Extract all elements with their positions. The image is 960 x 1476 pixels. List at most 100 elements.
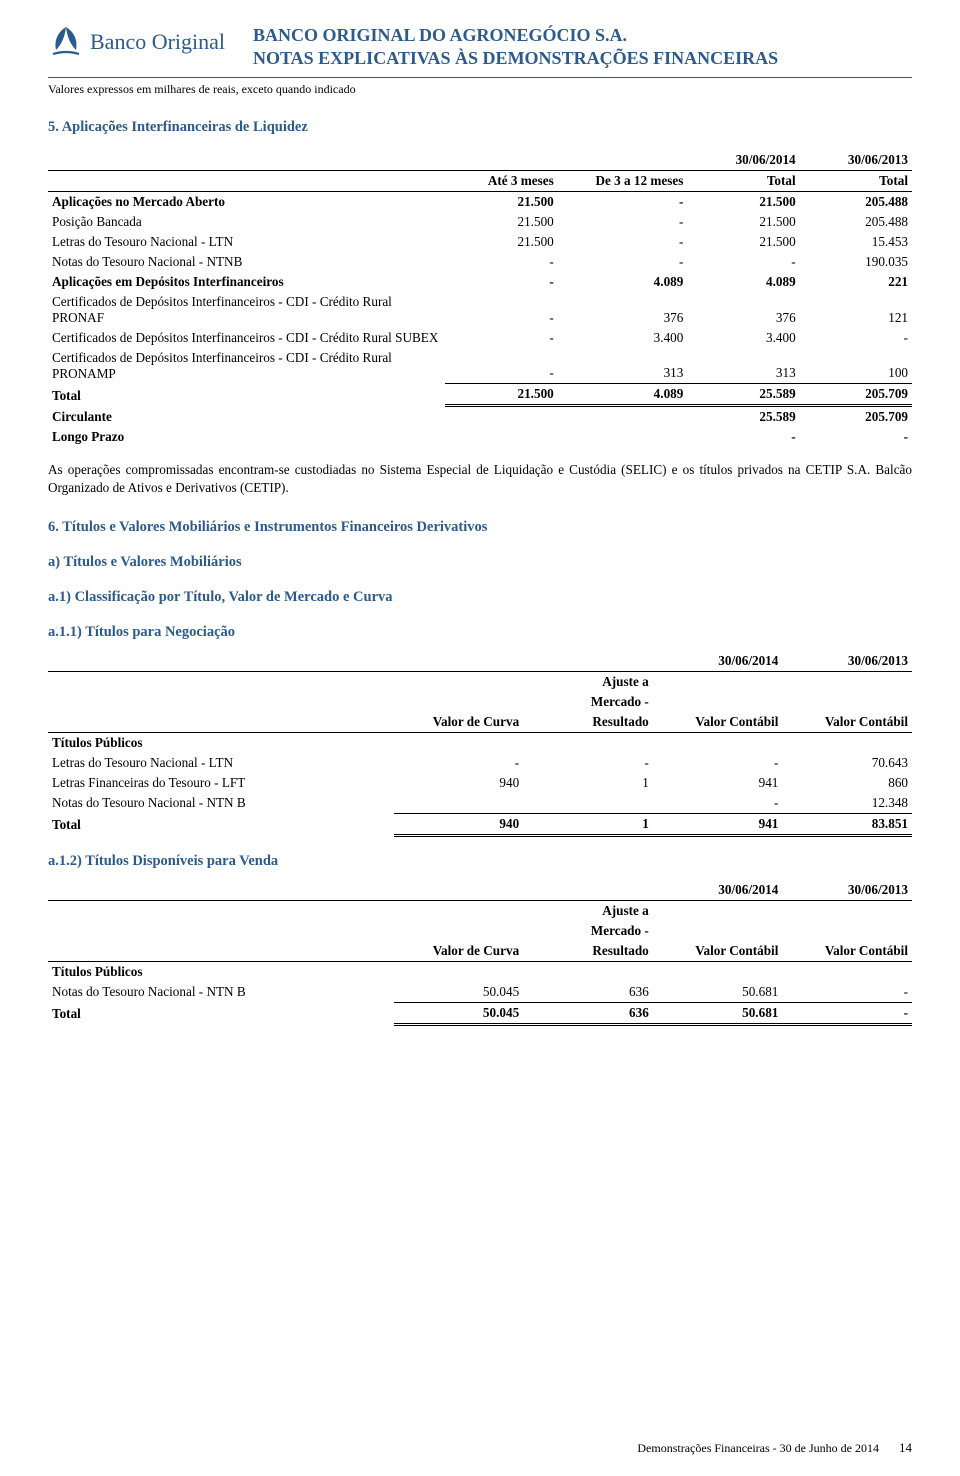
- cell: 941: [653, 773, 783, 793]
- row-label: Aplicações no Mercado Aberto: [48, 191, 445, 212]
- total-c2: 21.500: [445, 384, 557, 406]
- cell: 190.035: [800, 252, 912, 272]
- cell: 1: [523, 773, 653, 793]
- table-total-row: Total 21.500 4.089 25.589 205.709: [48, 384, 912, 406]
- col-ajuste-l1: Ajuste a: [523, 671, 653, 692]
- row-label: Posição Bancada: [48, 212, 445, 232]
- row-label: Certificados de Depósitos Interfinanceir…: [48, 328, 445, 348]
- cell: 3.400: [687, 328, 799, 348]
- page-header: Banco Original BANCO ORIGINAL DO AGRONEG…: [48, 24, 912, 78]
- table-head-row-2: Mercado -: [48, 921, 912, 941]
- header-title-2: NOTAS EXPLICATIVAS ÀS DEMONSTRAÇÕES FINA…: [253, 47, 778, 70]
- row-label: Aplicações em Depósitos Interfinanceiros: [48, 272, 445, 292]
- cell: -: [558, 191, 688, 212]
- total-c2: 50.045: [394, 1002, 524, 1024]
- cell: 21.500: [687, 212, 799, 232]
- cell: 205.488: [800, 212, 912, 232]
- total-c3: 1: [523, 813, 653, 835]
- table-row: Certificados de Depósitos Interfinanceir…: [48, 348, 912, 384]
- cell: 313: [558, 348, 688, 384]
- cell: -: [653, 753, 783, 773]
- cell: -: [445, 272, 557, 292]
- cell: [558, 406, 688, 428]
- table-head-row-2: Mercado -: [48, 692, 912, 712]
- group-label-row: Títulos Públicos: [48, 961, 912, 982]
- total-c4: 50.681: [653, 1002, 783, 1024]
- row-label: Notas do Tesouro Nacional - NTNB: [48, 252, 445, 272]
- total-c5: -: [782, 1002, 912, 1024]
- cell: [445, 427, 557, 447]
- cell: 21.500: [687, 232, 799, 252]
- col-ajuste-l3: Resultado: [523, 712, 653, 733]
- col-ajuste-l3: Resultado: [523, 941, 653, 962]
- table-head-row-3: Valor de Curva Resultado Valor Contábil …: [48, 941, 912, 962]
- cell: 100: [800, 348, 912, 384]
- table-row: Longo Prazo--: [48, 427, 912, 447]
- table-row: Letras do Tesouro Nacional - LTN21.500-2…: [48, 232, 912, 252]
- cell: 636: [523, 982, 653, 1003]
- period-right: 30/06/2013: [782, 651, 912, 672]
- period-left: 30/06/2014: [653, 880, 783, 901]
- cell: -: [558, 232, 688, 252]
- cell: 376: [558, 292, 688, 328]
- bank-logo-text: Banco Original: [90, 29, 225, 55]
- col-ajuste-l2: Mercado -: [523, 692, 653, 712]
- total-c5: 205.709: [800, 384, 912, 406]
- cell: 313: [687, 348, 799, 384]
- group-label: Títulos Públicos: [48, 732, 394, 753]
- cell: -: [800, 427, 912, 447]
- table-row: Notas do Tesouro Nacional - NTNB---190.0…: [48, 252, 912, 272]
- col-contabil-2: Valor Contábil: [782, 712, 912, 733]
- period-right: 30/06/2013: [782, 880, 912, 901]
- table-row: Letras do Tesouro Nacional - LTN---70.64…: [48, 753, 912, 773]
- section-6a12-heading: a.1.2) Títulos Disponíveis para Venda: [48, 853, 912, 870]
- section-5-heading: 5. Aplicações Interfinanceiras de Liquid…: [48, 119, 912, 136]
- table-period-row: 30/06/2014 30/06/2013: [48, 880, 912, 901]
- cell: [445, 406, 557, 428]
- total-c4: 941: [653, 813, 783, 835]
- cell: -: [445, 252, 557, 272]
- cell: -: [445, 292, 557, 328]
- table-head-row-1: Ajuste a: [48, 671, 912, 692]
- total-c3: 636: [523, 1002, 653, 1024]
- cell: -: [445, 328, 557, 348]
- row-label: Notas do Tesouro Nacional - NTN B: [48, 982, 394, 1003]
- total-c3: 4.089: [558, 384, 688, 406]
- total-c4: 25.589: [687, 384, 799, 406]
- cell: 50.045: [394, 982, 524, 1003]
- table-head-row-1: Ajuste a: [48, 900, 912, 921]
- cell: [523, 793, 653, 814]
- cell: -: [687, 427, 799, 447]
- page-number: 14: [899, 1440, 912, 1456]
- table-period-row: 30/06/2014 30/06/2013: [48, 651, 912, 672]
- row-label: Circulante: [48, 406, 445, 428]
- col-valor-curva: Valor de Curva: [394, 941, 524, 962]
- table-row: Aplicações no Mercado Aberto21.500-21.50…: [48, 191, 912, 212]
- total-c2: 940: [394, 813, 524, 835]
- cell: 940: [394, 773, 524, 793]
- col-total2: Total: [800, 170, 912, 191]
- section-6a11-heading: a.1.1) Títulos para Negociação: [48, 624, 912, 641]
- cell: 21.500: [687, 191, 799, 212]
- table-row: Certificados de Depósitos Interfinanceir…: [48, 328, 912, 348]
- cell: 205.488: [800, 191, 912, 212]
- col-contabil-1: Valor Contábil: [653, 712, 783, 733]
- table-total-row: Total 50.045 636 50.681 -: [48, 1002, 912, 1024]
- period-left: 30/06/2014: [653, 651, 783, 672]
- table-row: Letras Financeiras do Tesouro - LFT94019…: [48, 773, 912, 793]
- bank-logo: Banco Original: [48, 24, 253, 60]
- cell: [558, 427, 688, 447]
- section-6a1-heading: a.1) Classificação por Título, Valor de …: [48, 589, 912, 606]
- cell: -: [653, 793, 783, 814]
- total-label: Total: [48, 813, 394, 835]
- cell: 21.500: [445, 212, 557, 232]
- page-footer: Demonstrações Financeiras - 30 de Junho …: [637, 1440, 912, 1456]
- cell: 3.400: [558, 328, 688, 348]
- header-titles: BANCO ORIGINAL DO AGRONEGÓCIO S.A. NOTAS…: [253, 24, 778, 71]
- group-label: Títulos Públicos: [48, 961, 394, 982]
- period-left: 30/06/2014: [687, 150, 799, 171]
- row-label: Letras do Tesouro Nacional - LTN: [48, 753, 394, 773]
- col-ajuste-l2: Mercado -: [523, 921, 653, 941]
- table-disponiveis-venda: 30/06/2014 30/06/2013 Ajuste a Mercado -…: [48, 880, 912, 1026]
- row-label: Letras do Tesouro Nacional - LTN: [48, 232, 445, 252]
